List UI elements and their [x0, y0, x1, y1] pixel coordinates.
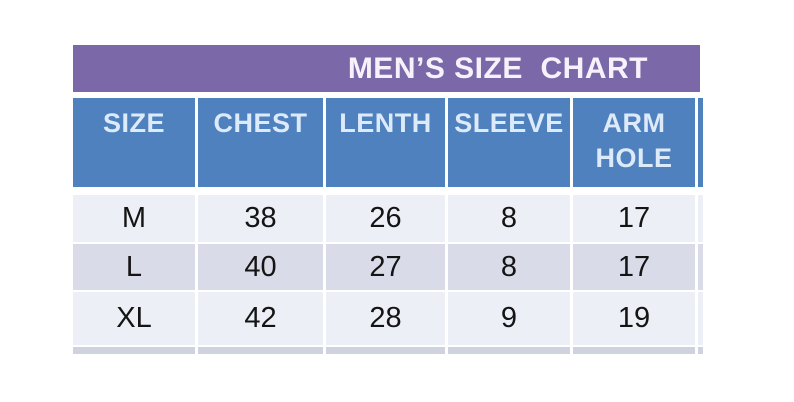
- table-row-m: M 38 26 8 17: [73, 195, 703, 242]
- cell-sleeve: 8: [448, 195, 570, 242]
- cell-cropped: [698, 195, 703, 242]
- header-cell-size: SIZE: [73, 98, 195, 187]
- cell-cropped: [698, 347, 703, 354]
- cell-size: M: [73, 195, 195, 242]
- header-cell-lenth: LENTH: [326, 98, 445, 187]
- cell-cropped: [698, 292, 703, 345]
- cell-armhole: 17: [573, 244, 695, 290]
- cell-lenth: 27: [326, 244, 445, 290]
- cell-size: XL: [73, 292, 195, 345]
- table-header-row: SIZE CHEST LENTH SLEEVE ARM HOLE: [73, 98, 703, 187]
- cell-cropped: [73, 347, 195, 354]
- cell-cropped: [448, 347, 570, 354]
- size-table: SIZE CHEST LENTH SLEEVE ARM HOLE M 38 26…: [73, 98, 703, 354]
- cell-cropped: [326, 347, 445, 354]
- cell-armhole: 17: [573, 195, 695, 242]
- cell-cropped: [198, 347, 323, 354]
- cell-size: L: [73, 244, 195, 290]
- cell-chest: 38: [198, 195, 323, 242]
- table-row-partial-cropped: [73, 347, 703, 354]
- table-row-l: L 40 27 8 17: [73, 244, 703, 290]
- table-row-xl: XL 42 28 9 19: [73, 292, 703, 345]
- cell-lenth: 28: [326, 292, 445, 345]
- cell-sleeve: 8: [448, 244, 570, 290]
- header-cell-chest: CHEST: [198, 98, 323, 187]
- chart-title: MEN’S SIZE CHART: [347, 51, 648, 85]
- cell-chest: 40: [198, 244, 323, 290]
- cell-lenth: 26: [326, 195, 445, 242]
- cell-chest: 42: [198, 292, 323, 345]
- cell-cropped: [573, 347, 695, 354]
- cell-cropped: [698, 244, 703, 290]
- header-cell-cropped: [698, 98, 703, 187]
- header-cell-sleeve: SLEEVE: [448, 98, 570, 187]
- chart-title-bar: MEN’S SIZE CHART: [73, 45, 700, 92]
- cell-armhole: 19: [573, 292, 695, 345]
- header-cell-armhole: ARM HOLE: [573, 98, 695, 187]
- cell-sleeve: 9: [448, 292, 570, 345]
